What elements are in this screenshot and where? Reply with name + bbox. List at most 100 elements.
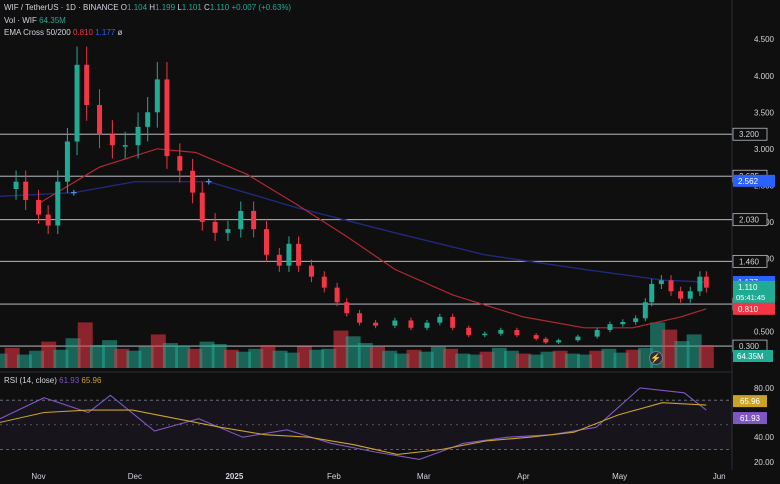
legend-vol-value: 64.35M [39, 16, 66, 25]
volume-bar [577, 354, 593, 368]
legend-symbol[interactable]: WIF / TetherUS · 1D · BINANCE [4, 3, 119, 12]
volume-bar [601, 348, 617, 368]
volume-bar [0, 353, 8, 368]
candle-body [13, 181, 19, 189]
volume-bar [248, 348, 264, 368]
rsi-value-box [733, 412, 767, 425]
volume-bar [333, 330, 349, 368]
candle-body [498, 330, 504, 334]
price-label-box [733, 174, 775, 187]
price-tick-label: 4.000 [754, 72, 775, 81]
legend-volume-row[interactable]: Vol · WIF 64.35M [4, 16, 66, 26]
candle-body [649, 283, 655, 303]
price-tick-label: 3.500 [754, 108, 775, 117]
candle-body [84, 64, 90, 105]
volume-bar [491, 347, 507, 368]
price-label: 0.810 [738, 305, 759, 314]
time-tick-label: Dec [128, 472, 142, 481]
price-tick-label: 0.500 [754, 327, 775, 336]
legend-change: +0.007 (+0.63%) [231, 3, 292, 12]
legend-high: 1.199 [155, 3, 176, 12]
volume-bar [16, 354, 32, 368]
volume-bar [625, 349, 641, 368]
candle-body [36, 199, 42, 215]
volume-bar [102, 340, 118, 368]
volume-bar [4, 347, 20, 368]
volume-bar [455, 353, 471, 368]
candle-body [620, 321, 626, 325]
candle-body [482, 333, 488, 336]
rsi-value-label: 65.96 [740, 397, 761, 406]
volume-bar [467, 354, 483, 368]
volume-bar [479, 351, 495, 368]
legend-high-label: H [149, 3, 156, 12]
volume-bar [394, 353, 410, 368]
legend-open: 1.104 [127, 3, 148, 12]
candle-body [190, 170, 196, 193]
volume-bar [443, 348, 459, 368]
volume-bar [309, 349, 325, 368]
candle-body [633, 318, 639, 322]
legend-ema200-value: 1.177 [95, 28, 116, 37]
candle-body [658, 280, 664, 284]
legend-ema-row[interactable]: EMA Cross 50/200 0.810 1.177 ø [4, 28, 122, 38]
volume-bar [175, 345, 191, 368]
candle-body [668, 280, 674, 292]
countdown-label: 05:41:45 [736, 293, 765, 302]
volume-bar [260, 344, 276, 368]
rsi-tick-label: 40.00 [754, 433, 775, 442]
legend-ema50-value: 0.810 [72, 28, 93, 37]
candle-body [703, 276, 709, 288]
candle-body [145, 112, 151, 127]
candle-body [286, 243, 292, 266]
time-tick-label: Mar [417, 472, 431, 481]
volume-bar [272, 350, 288, 368]
legend-rsi-row[interactable]: RSI (14, close) 61.93 65.96 [4, 376, 101, 386]
candle-body [74, 64, 80, 142]
volume-bar [357, 343, 373, 368]
legend-low: 1.101 [181, 3, 202, 12]
price-label-box [733, 302, 775, 315]
volume-bar [29, 350, 45, 368]
time-tick-label: May [612, 472, 627, 481]
volume-bar [89, 344, 105, 368]
volume-bar [613, 352, 629, 368]
rsi-tick-label: 80.00 [754, 384, 775, 393]
volume-bar [637, 347, 653, 368]
candle-body [437, 316, 443, 323]
level-label-box [732, 213, 768, 227]
volume-bar [284, 352, 300, 368]
volume-bar [503, 350, 519, 368]
volume-bar [345, 336, 361, 368]
volume-bar [65, 338, 81, 368]
candle-body [543, 338, 549, 343]
candle-body [594, 330, 600, 337]
candle-body [321, 276, 327, 288]
legend-ohlc-row: WIF / TetherUS · 1D · BINANCE O1.104 H1.… [4, 3, 291, 13]
level-label: 3.200 [739, 130, 760, 139]
candle-body [556, 340, 562, 343]
volume-bar [552, 350, 568, 368]
volume-bar [199, 341, 215, 368]
candle-body [55, 181, 61, 226]
rsi-tick-label: 20.00 [754, 458, 775, 467]
candle-body [408, 320, 414, 328]
ema-cross-marker: + [205, 177, 211, 189]
candle-body [177, 156, 183, 171]
lightning-icon[interactable]: ⚡ [649, 351, 663, 365]
price-tick-label: 3.000 [754, 145, 775, 154]
candle-body [424, 322, 430, 328]
volume-bar [686, 334, 702, 368]
volume-bar [163, 343, 178, 368]
volume-bar [211, 344, 227, 368]
legend-low-label: L [177, 3, 182, 12]
candle-body [514, 330, 520, 336]
candle-body [122, 145, 128, 147]
candle-body [687, 291, 693, 299]
legend-ema-label: EMA Cross 50/200 [4, 28, 71, 37]
ema50-line [38, 148, 707, 329]
candle-body [276, 254, 282, 266]
rsi-ma-line [0, 402, 707, 455]
